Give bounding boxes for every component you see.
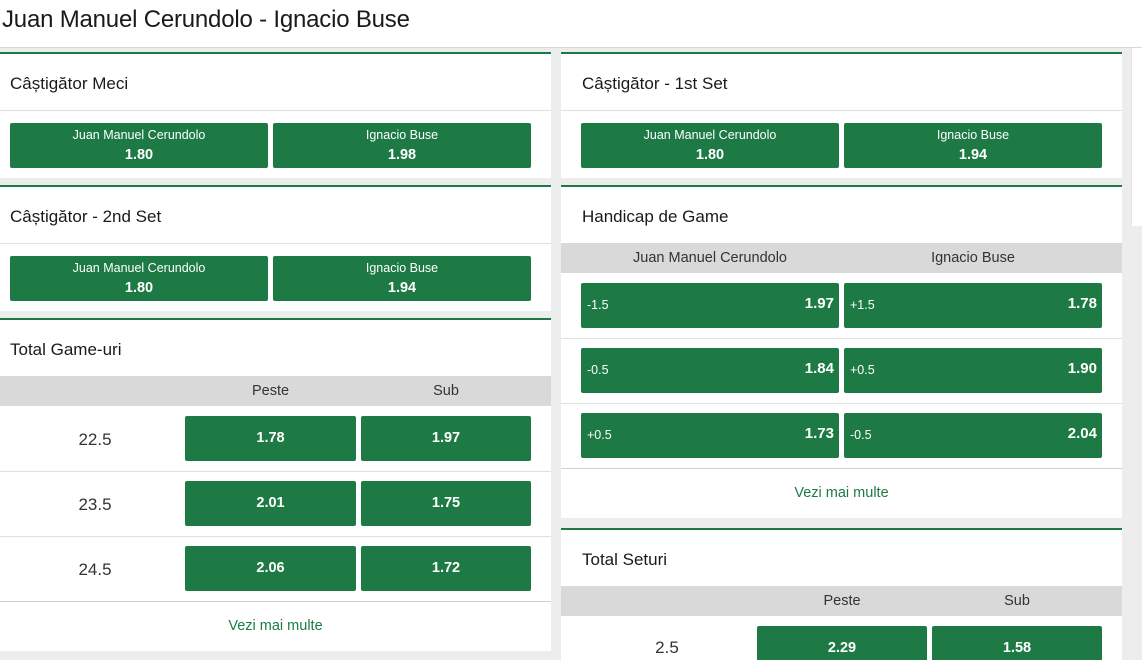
show-more-link[interactable]: Vezi mai multe (228, 618, 323, 634)
over-odd-button[interactable]: 2.06 (185, 546, 356, 591)
handicap-line: -0.5 (587, 363, 609, 377)
divider (0, 110, 551, 111)
handicap-odd: 1.78 (1067, 295, 1097, 312)
market-title: Total Seturi (582, 550, 668, 569)
handicap-odd: 2.04 (1067, 425, 1097, 442)
handicap-button[interactable]: +1.5 1.78 (844, 283, 1102, 328)
under-odd-button[interactable]: 1.72 (361, 546, 531, 591)
column-header-player1: Juan Manuel Cerundolo (633, 250, 787, 266)
market-match-winner: Câștigător Meci Juan Manuel Cerundolo 1.… (0, 52, 551, 178)
column-header-bar: Juan Manuel Cerundolo Ignacio Buse (561, 243, 1122, 273)
row-divider (561, 338, 1122, 339)
row-divider (561, 468, 1122, 469)
column-header-bar: Peste Sub (561, 586, 1122, 616)
selection-odd: 1.80 (124, 147, 154, 163)
market-game-handicap: Handicap de Game Juan Manuel Cerundolo I… (561, 185, 1122, 518)
column-header-bar: Peste Sub (0, 376, 551, 406)
handicap-odd: 1.73 (804, 425, 834, 442)
page-header: Juan Manuel Cerundolo - Ignacio Buse (0, 0, 1142, 48)
handicap-line: +0.5 (850, 363, 875, 377)
over-odd-button[interactable]: 2.01 (185, 481, 356, 526)
selection-odd: 1.94 (387, 280, 417, 296)
total-line: 2.5 (655, 638, 679, 657)
market-total-sets: Total Seturi Peste Sub 2.5 2.29 1.58 (561, 528, 1122, 660)
handicap-odd: 1.97 (804, 295, 834, 312)
handicap-odd: 1.90 (1067, 360, 1097, 377)
row-divider (0, 471, 551, 472)
under-odd-button[interactable]: 1.97 (361, 416, 531, 461)
handicap-line: +0.5 (587, 428, 612, 442)
selection-odd: 1.80 (695, 147, 725, 163)
market-title: Handicap de Game (582, 207, 729, 226)
odd-button-player2[interactable]: Ignacio Buse 1.98 (273, 123, 531, 168)
selection-name: Juan Manuel Cerundolo (72, 128, 206, 142)
total-line: 22.5 (78, 430, 112, 449)
selection-odd: 1.94 (958, 147, 988, 163)
handicap-line: +1.5 (850, 298, 875, 312)
handicap-button[interactable]: -0.5 1.84 (581, 348, 839, 393)
handicap-button[interactable]: -0.5 2.04 (844, 413, 1102, 458)
column-header-over: Peste (251, 383, 290, 399)
selection-name: Ignacio Buse (365, 261, 439, 275)
market-set2-winner: Câștigător - 2nd Set Juan Manuel Cerundo… (0, 185, 551, 311)
column-header-over: Peste (823, 593, 861, 609)
selection-odd: 1.80 (124, 280, 154, 296)
odd-button-player2[interactable]: Ignacio Buse 1.94 (273, 256, 531, 301)
handicap-line: -0.5 (850, 428, 872, 442)
market-title: Câștigător Meci (10, 74, 129, 93)
handicap-button[interactable]: +0.5 1.73 (581, 413, 839, 458)
divider (0, 243, 551, 244)
market-set1-winner: Câștigător - 1st Set Juan Manuel Cerundo… (561, 52, 1122, 178)
selection-name: Juan Manuel Cerundolo (643, 128, 777, 142)
handicap-button[interactable]: -1.5 1.97 (581, 283, 839, 328)
over-odd-button[interactable]: 2.29 (757, 626, 927, 660)
row-divider (0, 601, 551, 602)
divider (561, 110, 1122, 111)
scrollbar[interactable] (1131, 48, 1142, 226)
total-line: 23.5 (78, 495, 112, 514)
market-total-games: Total Game-uri Peste Sub 22.5 1.78 1.97 … (0, 318, 551, 651)
column-header-player2: Ignacio Buse (931, 250, 1015, 266)
selection-name: Ignacio Buse (365, 128, 439, 142)
show-more-link[interactable]: Vezi mai multe (794, 485, 889, 501)
market-title: Câștigător - 2nd Set (10, 207, 162, 226)
column-header-under: Sub (1004, 593, 1030, 609)
row-divider (0, 536, 551, 537)
odd-button-player1[interactable]: Juan Manuel Cerundolo 1.80 (10, 256, 268, 301)
handicap-button[interactable]: +0.5 1.90 (844, 348, 1102, 393)
handicap-line: -1.5 (587, 298, 609, 312)
odd-button-player1[interactable]: Juan Manuel Cerundolo 1.80 (581, 123, 839, 168)
under-odd-button[interactable]: 1.58 (932, 626, 1102, 660)
selection-odd: 1.98 (387, 147, 417, 163)
odd-button-player1[interactable]: Juan Manuel Cerundolo 1.80 (10, 123, 268, 168)
over-odd-button[interactable]: 1.78 (185, 416, 356, 461)
total-line: 24.5 (78, 560, 112, 579)
row-divider (561, 403, 1122, 404)
under-odd-button[interactable]: 1.75 (361, 481, 531, 526)
market-title: Câștigător - 1st Set (582, 74, 728, 93)
column-header-under: Sub (433, 383, 459, 399)
market-title: Total Game-uri (10, 340, 122, 359)
handicap-odd: 1.84 (804, 360, 834, 377)
selection-name: Juan Manuel Cerundolo (72, 261, 206, 275)
odd-button-player2[interactable]: Ignacio Buse 1.94 (844, 123, 1102, 168)
page-title: Juan Manuel Cerundolo - Ignacio Buse (2, 6, 410, 33)
selection-name: Ignacio Buse (936, 128, 1010, 142)
